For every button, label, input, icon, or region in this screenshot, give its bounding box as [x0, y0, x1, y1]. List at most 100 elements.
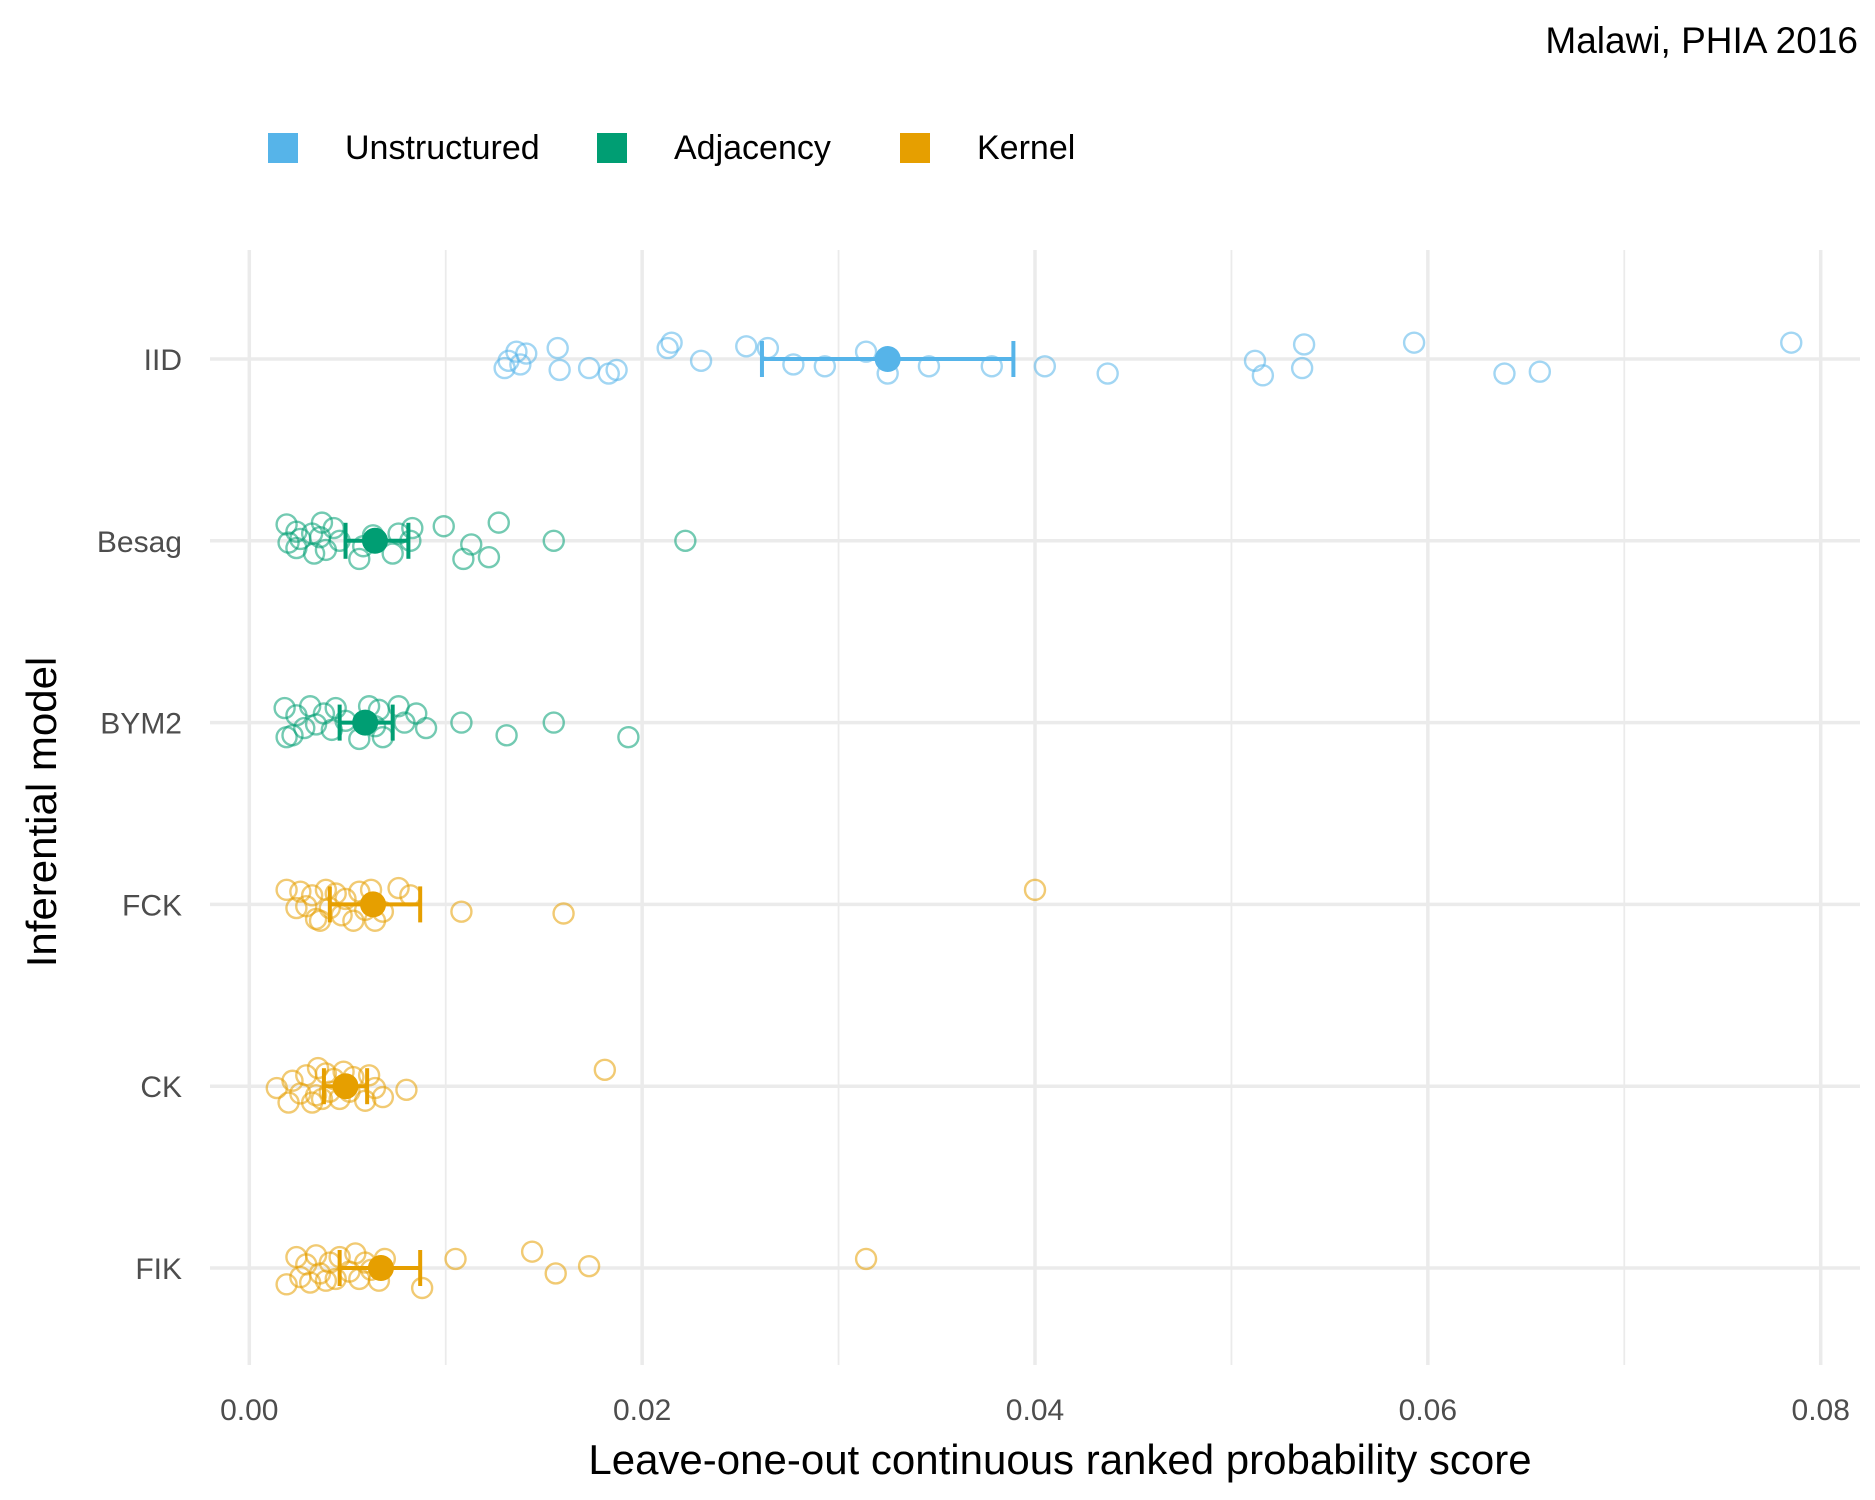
legend-key-unstructured [268, 133, 298, 163]
y-axis-title: Inferential model [18, 657, 65, 968]
point-iid-10 [605, 358, 628, 382]
legend-label-kernel: Kernel [977, 129, 1075, 167]
series-ck [265, 1056, 617, 1114]
point-bym2-23 [542, 711, 565, 734]
mean-point-fck [360, 891, 387, 918]
mean-point-fik [367, 1255, 394, 1281]
series-besag [275, 511, 697, 571]
y-tick-label-besag: Besag [97, 526, 182, 559]
point-iid-7 [548, 358, 571, 382]
series-bym2 [273, 695, 640, 751]
point-ck-20 [371, 1085, 395, 1109]
point-besag-16 [381, 542, 404, 565]
point-bym2-22 [495, 724, 518, 747]
point-besag-25 [542, 529, 565, 552]
point-fck-23 [1023, 878, 1047, 902]
point-besag-24 [487, 511, 510, 534]
y-tick-label-ck: CK [140, 1071, 182, 1104]
point-besag-26 [674, 529, 697, 552]
point-fik-24 [854, 1247, 878, 1271]
point-fck-12 [334, 887, 357, 911]
point-iid-3 [505, 340, 528, 363]
point-bym2-10 [324, 696, 347, 720]
point-besag-10 [314, 538, 338, 562]
point-besag-7 [302, 542, 326, 565]
legend-key-adjacency [597, 133, 627, 163]
chart-subtitle: Malawi, PHIA 2016 [1545, 20, 1858, 61]
point-ck-7 [304, 1084, 328, 1107]
point-fck-21 [450, 900, 473, 923]
point-ck-3 [281, 1069, 304, 1092]
point-iid-6 [546, 336, 569, 360]
point-iid-18 [854, 340, 878, 363]
point-fik-21 [520, 1240, 544, 1263]
point-fck-22 [552, 902, 575, 925]
mean-point-iid [874, 346, 901, 372]
point-besag-13 [348, 547, 371, 571]
plot-marks [265, 331, 1803, 1300]
point-ck-21 [395, 1078, 418, 1102]
point-fik-22 [544, 1262, 567, 1285]
x-tick-label-0-08: 0.08 [1792, 1394, 1850, 1427]
point-ck-22 [593, 1058, 617, 1082]
point-bym2-20 [414, 716, 438, 740]
point-iid-14 [735, 335, 758, 358]
y-tick-label-fck: FCK [122, 889, 182, 922]
point-besag-11 [322, 516, 345, 540]
point-iid-23 [1096, 362, 1119, 385]
legend-label-adjacency: Adjacency [674, 129, 831, 167]
y-tick-label-iid: IID [144, 344, 182, 377]
point-fck-13 [342, 909, 365, 932]
point-iid-11 [656, 336, 679, 360]
x-tick-label-0-00: 0.00 [220, 1394, 278, 1427]
point-besag-23 [477, 545, 501, 569]
legend-key-kernel [900, 133, 930, 163]
grid [210, 250, 1860, 1365]
x-tick-label-0-06: 0.06 [1399, 1394, 1457, 1427]
mean-point-bym2 [352, 709, 379, 736]
series-fik [275, 1240, 878, 1300]
point-iid-16 [782, 353, 805, 376]
point-iid-21 [980, 355, 1003, 378]
point-fck-19 [387, 876, 410, 900]
point-fck-1 [275, 878, 298, 902]
y-axis-tick-labels: IID Besag BYM2 FCK CK FIK [97, 344, 182, 1286]
legend-label-unstructured: Unstructured [345, 129, 540, 167]
x-axis-tick-labels: 0.00 0.02 0.04 0.06 0.08 [220, 1394, 1850, 1427]
point-iid-27 [1292, 333, 1316, 356]
series-fck [275, 876, 1047, 932]
y-tick-label-bym2: BYM2 [100, 708, 182, 741]
mean-point-ck [332, 1073, 359, 1100]
point-iid-25 [1251, 364, 1275, 387]
point-iid-31 [1780, 331, 1803, 354]
x-tick-label-0-04: 0.04 [1006, 1394, 1064, 1427]
mean-point-besag [362, 527, 388, 554]
point-besag-9 [310, 511, 334, 534]
point-bym2-24 [617, 725, 640, 749]
point-fck-3 [289, 880, 312, 903]
point-iid-20 [917, 355, 941, 378]
point-besag-22 [460, 533, 483, 556]
point-fik-10 [324, 1267, 347, 1291]
point-iid-29 [1493, 362, 1516, 385]
y-tick-label-fik: FIK [135, 1253, 182, 1286]
point-besag-19 [401, 516, 424, 540]
point-bym2-5 [293, 716, 316, 740]
series-iid [493, 331, 1803, 387]
legend: Unstructured Adjacency Kernel [268, 129, 1075, 167]
point-iid-28 [1402, 331, 1426, 354]
point-iid-8 [577, 356, 601, 380]
point-iid-13 [689, 349, 713, 373]
point-fck-5 [300, 884, 324, 907]
point-iid-12 [660, 331, 683, 354]
point-bym2-1 [273, 696, 296, 720]
point-iid-26 [1290, 356, 1314, 380]
point-bym2-21 [450, 711, 473, 734]
point-fik-23 [577, 1254, 601, 1278]
x-axis-title: Leave-one-out continuous ranked probabil… [588, 1436, 1531, 1483]
point-fck-2 [285, 896, 308, 920]
point-fik-20 [444, 1247, 467, 1271]
point-iid-22 [1033, 355, 1057, 378]
point-besag-20 [432, 515, 455, 538]
